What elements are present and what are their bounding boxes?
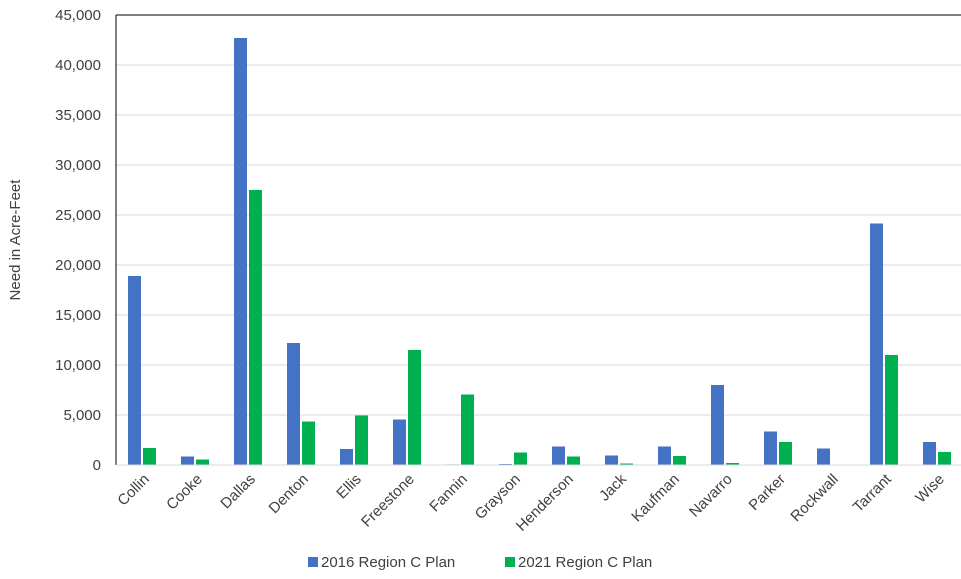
bars (128, 38, 951, 465)
bar-2016-jack (605, 455, 618, 465)
legend-swatch (505, 557, 515, 567)
legend-label: 2021 Region C Plan (518, 554, 652, 571)
y-tick-label: 35,000 (55, 107, 101, 124)
x-tick-label: Freestone (358, 471, 418, 531)
y-tick-label: 5,000 (63, 407, 101, 424)
bar-2016-freestone (393, 419, 406, 465)
bar-2016-denton (287, 343, 300, 465)
bar-2021-kaufman (673, 456, 686, 465)
bar-2021-cooke (196, 459, 209, 465)
bar-2021-freestone (408, 350, 421, 465)
bar-2016-kaufman (658, 446, 671, 465)
legend-swatch (308, 557, 318, 567)
bar-2021-collin (143, 448, 156, 465)
bar-2016-parker (764, 431, 777, 465)
x-tick-label: Henderson (513, 471, 577, 535)
legend: 2016 Region C Plan 2021 Region C Plan (308, 554, 652, 571)
bar-2016-dallas (234, 38, 247, 465)
x-tick-label: Denton (266, 471, 312, 517)
y-axis-title: Need in Acre-Feet (7, 179, 24, 301)
bar-2016-ellis (340, 449, 353, 465)
y-tick-label: 15,000 (55, 307, 101, 324)
y-tick-label: 0 (93, 457, 101, 474)
bar-2021-henderson (567, 456, 580, 465)
y-tick-label: 25,000 (55, 207, 101, 224)
x-tick-label: Tarrant (850, 470, 896, 516)
x-tick-label: Dallas (217, 471, 258, 512)
bar-2016-rockwall (817, 448, 830, 465)
axes (115, 14, 961, 466)
bar-2021-navarro (726, 463, 739, 465)
y-tick-labels: 0 5,000 10,000 15,000 20,000 25,000 30,000 35,0… (55, 7, 101, 474)
bar-2021-parker (779, 442, 792, 465)
bar-2016-henderson (552, 446, 565, 465)
y-tick-label: 20,000 (55, 257, 101, 274)
bar-2021-ellis (355, 415, 368, 465)
y-tick-label: 45,000 (55, 7, 101, 24)
bar-2016-collin (128, 276, 141, 465)
bar-2016-navarro (711, 385, 724, 465)
x-tick-label: Fannin (426, 471, 470, 515)
x-tick-label: Rockwall (787, 471, 841, 525)
bar-2016-wise (923, 442, 936, 465)
bar-2021-dallas (249, 190, 262, 465)
x-tick-label: Wise (912, 471, 948, 507)
y-tick-label: 40,000 (55, 57, 101, 74)
bar-2021-denton (302, 421, 315, 465)
y-tick-label: 30,000 (55, 157, 101, 174)
bar-2021-fannin (461, 394, 474, 465)
bar-2021-tarrant (885, 355, 898, 465)
bar-2016-tarrant (870, 223, 883, 465)
legend-label: 2016 Region C Plan (321, 554, 455, 571)
bar-2021-grayson (514, 452, 527, 465)
x-tick-label: Kaufman (628, 471, 682, 525)
y-tick-label: 10,000 (55, 357, 101, 374)
x-tick-label: Navarro (686, 471, 736, 521)
x-tick-label: Collin (114, 471, 153, 510)
x-tick-label: Cooke (163, 471, 206, 514)
bar-2016-cooke (181, 456, 194, 465)
x-tick-label: Parker (746, 471, 789, 514)
bar-2021-jack (620, 463, 633, 465)
x-tick-label: Grayson (472, 471, 524, 523)
x-tick-label: Ellis (333, 471, 364, 502)
bar-2021-wise (938, 452, 951, 465)
x-tick-label: Jack (596, 470, 630, 504)
